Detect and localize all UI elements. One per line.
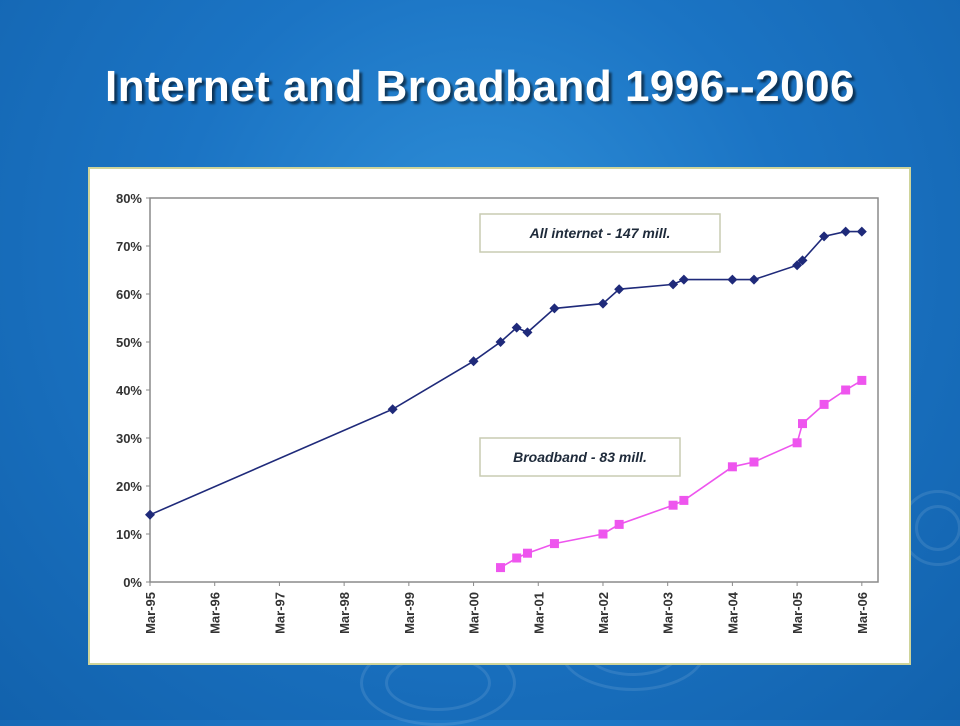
x-tick-label: Mar-04 [725, 591, 740, 634]
y-tick-label: 50% [116, 335, 142, 350]
y-tick-label: 20% [116, 479, 142, 494]
y-tick-label: 10% [116, 527, 142, 542]
data-point [797, 255, 808, 266]
data-point [387, 404, 398, 415]
plot-area [149, 197, 879, 583]
x-tick-label: Mar-00 [467, 592, 482, 634]
x-tick-label: Mar-06 [855, 592, 870, 634]
x-tick-label: Mar-95 [143, 592, 158, 634]
data-point [678, 274, 689, 285]
slide-title: Internet and Broadband 1996--2006 [104, 62, 856, 111]
y-tick-label: 40% [116, 383, 142, 398]
series-broadband [496, 375, 867, 573]
data-point [679, 495, 689, 505]
data-point [840, 226, 851, 237]
data-point [857, 375, 867, 385]
data-point [748, 274, 759, 285]
data-point [749, 457, 759, 467]
data-point [614, 284, 625, 295]
chart-frame: 0% 10% 20% 30% 40% 50% 60% 70% 80% Mar-95 Mar-96 Ma… [88, 167, 911, 665]
x-tick-label: Mar-96 [208, 592, 223, 634]
x-tick-label: Mar-05 [790, 592, 805, 634]
data-point [598, 529, 608, 539]
data-point [727, 462, 737, 472]
data-point [614, 519, 624, 529]
data-point [798, 419, 808, 429]
legend-label: All internet - 147 mill. [529, 225, 671, 241]
y-tick-label: 70% [116, 239, 142, 254]
y-tick-label: 0% [123, 575, 142, 590]
data-point [512, 553, 522, 563]
legend-box [479, 437, 681, 477]
series-all-internet [145, 226, 867, 520]
data-point [597, 298, 608, 309]
x-tick-label: Mar-03 [661, 592, 676, 634]
y-tick-label: 80% [116, 191, 142, 206]
data-point [792, 438, 802, 448]
line-chart: 0% 10% 20% 30% 40% 50% 60% 70% 80% Mar-95 Mar-96 Ma… [116, 191, 879, 634]
data-point [522, 327, 533, 338]
data-point [549, 303, 560, 314]
data-point [727, 274, 738, 285]
x-tick-label: Mar-02 [596, 592, 611, 634]
x-tick-label: Mar-99 [402, 592, 417, 634]
legend-box [479, 213, 721, 253]
data-point [511, 322, 522, 333]
data-point [819, 399, 829, 409]
data-point [856, 226, 867, 237]
x-tick-label: Mar-98 [337, 592, 352, 634]
data-point [549, 539, 559, 549]
legend-label: Broadband - 83 mill. [513, 449, 647, 465]
data-point [819, 231, 830, 242]
x-tick-label: Mar-97 [272, 592, 287, 634]
y-tick-label: 60% [116, 287, 142, 302]
data-point [496, 563, 506, 573]
series-line [149, 230, 862, 516]
y-tick-label: 30% [116, 431, 142, 446]
data-point [522, 548, 532, 558]
x-tick-label: Mar-01 [531, 592, 546, 634]
data-point [145, 509, 155, 520]
data-point [495, 337, 506, 347]
data-point [468, 356, 479, 367]
data-point [841, 385, 851, 395]
data-point [668, 279, 679, 290]
data-point [668, 500, 678, 510]
data-point [792, 260, 803, 271]
